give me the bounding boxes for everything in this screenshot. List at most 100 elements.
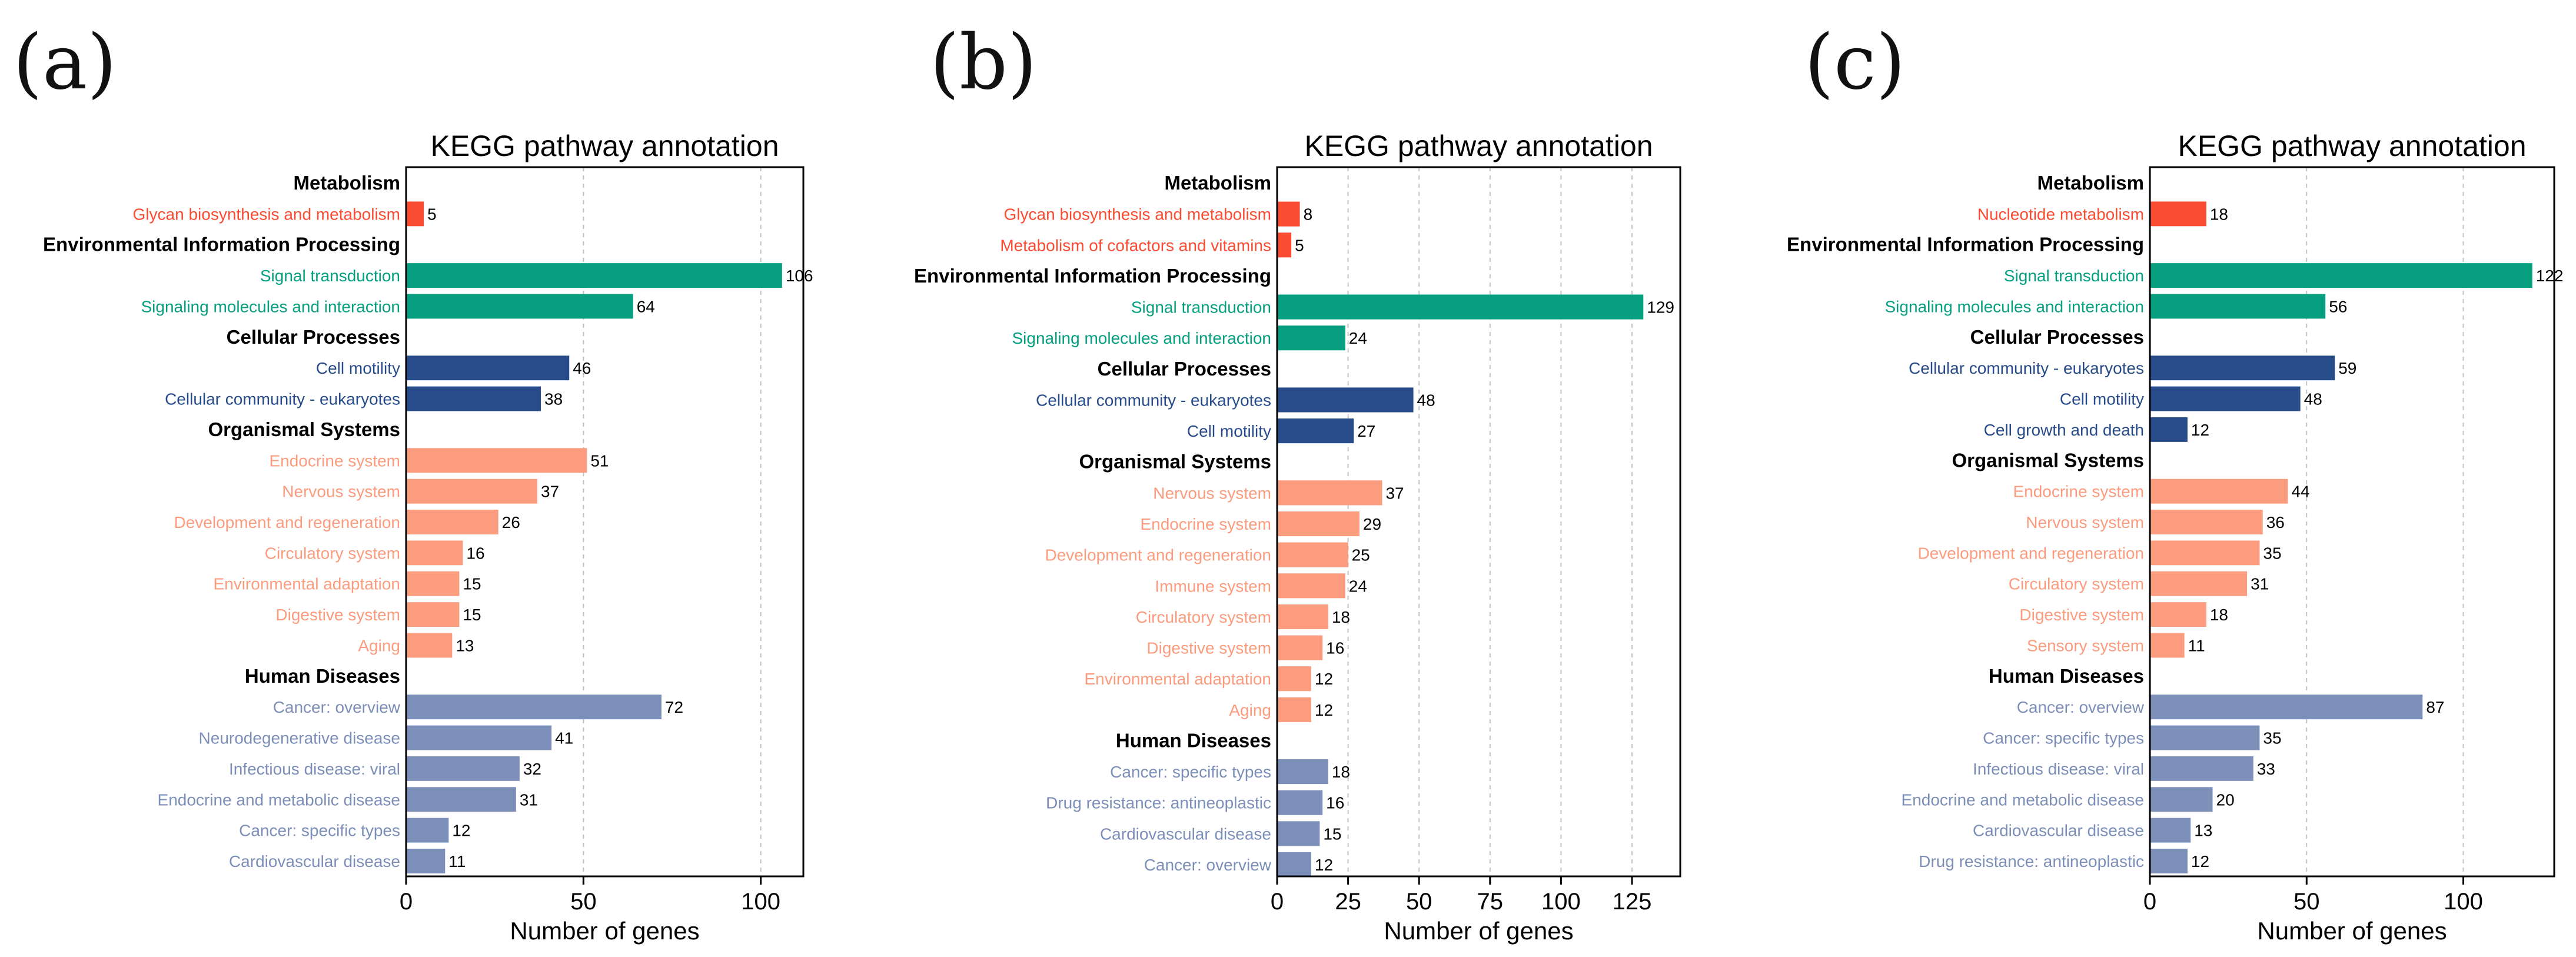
bar	[406, 263, 782, 288]
pathway-label: Circulatory system	[265, 544, 400, 562]
bar-value-label: 38	[544, 390, 563, 408]
bar	[2150, 263, 2532, 288]
bar-value-label: 59	[2338, 359, 2356, 377]
pathway-label: Environmental adaptation	[213, 575, 400, 593]
bar-value-label: 106	[786, 267, 813, 285]
bar	[406, 571, 460, 596]
bar	[1277, 511, 1360, 537]
panel-b: (b) KEGG pathway annotation Metabolism Gly…	[914, 19, 1681, 945]
bar-value-label: 15	[1323, 825, 1341, 843]
category-header: Cellular Processes	[227, 326, 400, 348]
plot-frame	[1276, 166, 1681, 878]
bar	[406, 756, 520, 781]
pathway-label: Endocrine and metabolic disease	[1902, 790, 2144, 809]
pathway-label: Cancer: overview	[1144, 856, 1272, 874]
bar	[406, 633, 453, 658]
bar	[1277, 232, 1292, 258]
category-header: Organismal Systems	[1952, 449, 2145, 471]
pathway-label: Metabolism of cofactors and vitamins	[1000, 236, 1271, 254]
panel-a: (a) KEGG pathway annotation Metabolism Gly…	[13, 19, 813, 945]
x-tick-label: 100	[741, 889, 780, 915]
pathway-label: Glycan biosynthesis and metabolism	[1004, 205, 1271, 224]
pathway-label: Signaling molecules and interaction	[1012, 329, 1272, 347]
bar-value-label: 46	[573, 359, 591, 377]
x-tick-label: 100	[2444, 889, 2483, 915]
plot-frame	[2149, 166, 2555, 878]
bar-value-label: 11	[448, 852, 466, 870]
x-tick-label: 100	[1541, 889, 1581, 915]
bar	[406, 849, 446, 873]
pathway-label: Cellular community - eukaryotes	[1036, 391, 1271, 409]
bar	[2150, 294, 2326, 319]
bar	[1277, 325, 1345, 351]
category-header: Metabolism	[293, 172, 400, 194]
bar-value-label: 25	[1352, 546, 1370, 564]
bar	[406, 602, 460, 627]
bar-value-label: 27	[1357, 422, 1375, 440]
bar-value-label: 87	[2426, 698, 2444, 716]
bar	[2150, 756, 2253, 781]
bar	[1277, 542, 1348, 567]
bar-value-label: 13	[456, 636, 474, 654]
category-header: Human Diseases	[245, 665, 400, 687]
category-header: Environmental Information Processing	[1787, 234, 2144, 255]
pathway-label: Cellular community - eukaryotes	[1909, 359, 2144, 377]
bar	[1277, 635, 1323, 660]
chart-title: KEGG pathway annotation	[1304, 129, 1653, 162]
pathway-label: Development and regeneration	[1918, 544, 2144, 562]
bar	[1277, 697, 1311, 722]
bar-value-label: 15	[463, 606, 481, 624]
bar-value-label: 18	[2210, 606, 2228, 624]
bar-value-label: 48	[1417, 391, 1435, 409]
pathway-label: Sensory system	[2027, 636, 2144, 654]
bar-value-label: 29	[1363, 515, 1381, 533]
bar	[406, 695, 662, 720]
pathway-label: Environmental adaptation	[1084, 670, 1271, 688]
pathway-label: Endocrine system	[269, 451, 400, 470]
bar	[2150, 633, 2185, 658]
bar-value-label: 18	[1332, 608, 1350, 626]
bar	[2150, 540, 2260, 566]
bar	[406, 725, 552, 750]
bar	[406, 540, 463, 566]
bar-value-label: 24	[1349, 577, 1367, 595]
bar	[2150, 478, 2288, 504]
bar-value-label: 35	[2263, 544, 2281, 562]
pathway-label: Cardiovascular disease	[229, 852, 400, 870]
bar-value-label: 44	[2291, 483, 2309, 501]
bar-value-label: 5	[1295, 236, 1304, 254]
bar	[2150, 510, 2263, 534]
bar-value-label: 37	[541, 483, 559, 501]
bar	[406, 478, 537, 504]
bar	[406, 355, 570, 381]
pathway-label: Cellular community - eukaryotes	[165, 390, 400, 408]
bar	[1277, 852, 1311, 878]
pathway-label: Signaling molecules and interaction	[1885, 297, 2145, 315]
pathway-label: Endocrine system	[1140, 515, 1271, 533]
bar-value-label: 16	[1326, 639, 1344, 657]
pathway-label: Digestive system	[275, 606, 400, 624]
pathway-label: Cancer: overview	[273, 698, 401, 716]
pathway-label: Drug resistance: antineoplastic	[1919, 852, 2144, 870]
x-tick-label: 0	[2143, 889, 2156, 915]
bar	[2150, 602, 2206, 627]
bar-value-label: 24	[1349, 329, 1367, 347]
category-header: Cellular Processes	[1098, 358, 1271, 380]
bar-value-label: 12	[2191, 852, 2209, 870]
x-tick-label: 50	[570, 889, 597, 915]
pathway-label: Development and regeneration	[1045, 546, 1271, 564]
bar	[2150, 417, 2188, 442]
pathway-label: Development and regeneration	[174, 513, 400, 531]
bar-value-label: 56	[2329, 297, 2347, 315]
pathway-label: Aging	[358, 636, 400, 654]
category-header: Cellular Processes	[1970, 326, 2144, 348]
bar-value-label: 12	[1315, 701, 1333, 719]
pathway-label: Infectious disease: viral	[1973, 760, 2144, 778]
x-tick-label: 0	[400, 889, 413, 915]
x-tick-label: 0	[1271, 889, 1284, 915]
bar-value-label: 51	[590, 451, 609, 470]
bar-value-label: 122	[2536, 267, 2564, 285]
bar-value-label: 35	[2263, 729, 2281, 747]
bar	[1277, 201, 1300, 227]
